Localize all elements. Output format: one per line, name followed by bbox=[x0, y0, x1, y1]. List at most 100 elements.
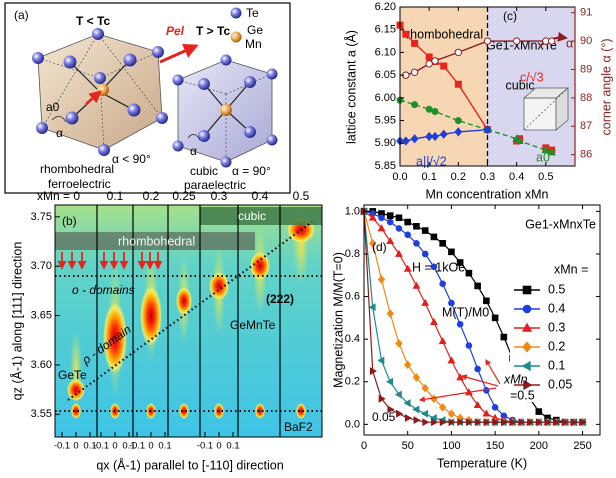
x-tick-label: 0.1 bbox=[226, 441, 239, 452]
chart-scatter: rhombohedralcubicGe1-xMnxTe(c)c/√3αa0a||… bbox=[375, 1, 593, 183]
y-tick-label: 3.75 bbox=[31, 211, 52, 223]
y-tick-label: 6.15 bbox=[375, 24, 396, 36]
legend-label: 0.1 bbox=[548, 358, 565, 372]
point bbox=[405, 232, 411, 238]
atom bbox=[267, 135, 278, 146]
atom bbox=[173, 141, 184, 152]
atom bbox=[244, 76, 256, 88]
atom bbox=[98, 144, 110, 156]
point bbox=[466, 343, 472, 349]
atom bbox=[173, 75, 184, 86]
column-label: 0.1 bbox=[107, 189, 124, 203]
y-tick-label: 3.65 bbox=[31, 309, 52, 321]
arrow-value: =0.5 bbox=[510, 388, 535, 402]
chart-title: Ge1-xMnxTe bbox=[525, 217, 596, 231]
point bbox=[413, 223, 419, 229]
point bbox=[523, 286, 531, 294]
point bbox=[455, 81, 461, 87]
y-tick-label: 5.85 bbox=[375, 160, 396, 172]
point bbox=[492, 404, 498, 410]
atom bbox=[156, 112, 168, 124]
legend-mn: Mn bbox=[245, 37, 262, 51]
field-label: H = 1kOe bbox=[412, 260, 465, 274]
x-tick-label: 0.2 bbox=[451, 171, 466, 183]
series-label: α bbox=[566, 36, 573, 50]
point bbox=[440, 281, 446, 287]
panel-label: (c) bbox=[503, 9, 517, 23]
x-tick-label: 0.1 bbox=[422, 171, 437, 183]
column-label: 0.3 bbox=[211, 189, 228, 203]
x-axis-label: Temperature (K) bbox=[437, 456, 527, 470]
legend-label: 0.05 bbox=[548, 377, 572, 391]
x-tick-label: 150 bbox=[486, 440, 504, 452]
angle-symbol: α bbox=[190, 144, 197, 158]
atom bbox=[64, 56, 77, 69]
point bbox=[403, 31, 409, 37]
point bbox=[432, 108, 438, 114]
point bbox=[411, 40, 417, 46]
x-tick-label: -0.1 bbox=[129, 441, 145, 452]
low-temperature: T < Tc bbox=[76, 14, 110, 28]
x-tick-label: 0.3 bbox=[480, 171, 495, 183]
atom bbox=[94, 72, 106, 84]
film-peak bbox=[140, 286, 162, 346]
inset-cell bbox=[524, 88, 568, 130]
gemnte-label: GeMnTe bbox=[230, 318, 276, 332]
y-tick-label: 5.90 bbox=[375, 137, 396, 149]
y-axis-label: qz (Å-1) along [111] direction bbox=[9, 242, 24, 401]
panel-label: (a) bbox=[14, 8, 29, 22]
arrow-label: xMn bbox=[503, 372, 528, 386]
legend-te: Te bbox=[246, 6, 259, 20]
legend-label: 0.4 bbox=[548, 301, 565, 315]
angle-symbol: α bbox=[56, 126, 63, 140]
low-label: 0.05 bbox=[372, 410, 396, 424]
point bbox=[405, 219, 411, 225]
angle-condition: α = 90° bbox=[232, 164, 271, 178]
legend-label: 0.2 bbox=[548, 339, 565, 353]
x-axis-label: qx (Å-1) parallel to [-110] direction bbox=[96, 457, 283, 472]
point bbox=[548, 38, 554, 44]
point bbox=[387, 213, 393, 219]
y2-tick-label: 86 bbox=[580, 149, 592, 161]
point bbox=[426, 54, 432, 60]
substrate-peak bbox=[179, 403, 189, 419]
point bbox=[523, 305, 531, 313]
angle-condition: α < 90° bbox=[112, 152, 151, 166]
inset-face bbox=[524, 98, 556, 130]
page-body: { "panel_a": { "label": "(a)", "low_t": … bbox=[0, 0, 616, 478]
panel-label: (b) bbox=[62, 214, 77, 228]
legend-ge: Ge bbox=[247, 23, 263, 37]
y2-tick-label: 88 bbox=[580, 92, 592, 104]
x-tick-label: 0.4 bbox=[509, 171, 524, 183]
x-tick-label: -0.1 bbox=[54, 441, 70, 452]
point bbox=[422, 228, 428, 234]
structure-label: cubic bbox=[190, 164, 218, 178]
x-axis-label: Mn concentration xMn bbox=[426, 187, 549, 201]
x-tick-label: 0.5 bbox=[538, 171, 553, 183]
point bbox=[475, 283, 481, 289]
y-tick-label: 3.70 bbox=[31, 260, 52, 272]
point bbox=[422, 251, 428, 257]
x-tick-label: 0 bbox=[361, 440, 367, 452]
y-tick-label: 0.0 bbox=[345, 418, 360, 430]
y-axis-label: Magnetization M/M(T=0) bbox=[331, 252, 345, 388]
ge-mn-atom bbox=[220, 104, 232, 116]
point bbox=[455, 117, 461, 123]
y-tick-label: 6.00 bbox=[375, 92, 396, 104]
panel-a: Te Ge Mn (a) T < Tc Pel T > Tc a0 α α < … bbox=[5, 3, 290, 193]
point bbox=[411, 69, 417, 75]
y-tick-label: 0.4 bbox=[345, 333, 360, 345]
x-tick-label: 200 bbox=[530, 440, 548, 452]
atom bbox=[198, 130, 210, 142]
legend-te-marker bbox=[231, 8, 242, 19]
y2-tick-label: 90 bbox=[580, 35, 592, 47]
column-label: 0.25 bbox=[172, 189, 196, 203]
y-tick-label: 6.10 bbox=[375, 46, 396, 58]
x-tick-label: 0 bbox=[73, 441, 78, 452]
atom bbox=[128, 104, 141, 117]
point bbox=[455, 49, 461, 55]
point bbox=[440, 240, 446, 246]
film-peak bbox=[67, 379, 85, 401]
